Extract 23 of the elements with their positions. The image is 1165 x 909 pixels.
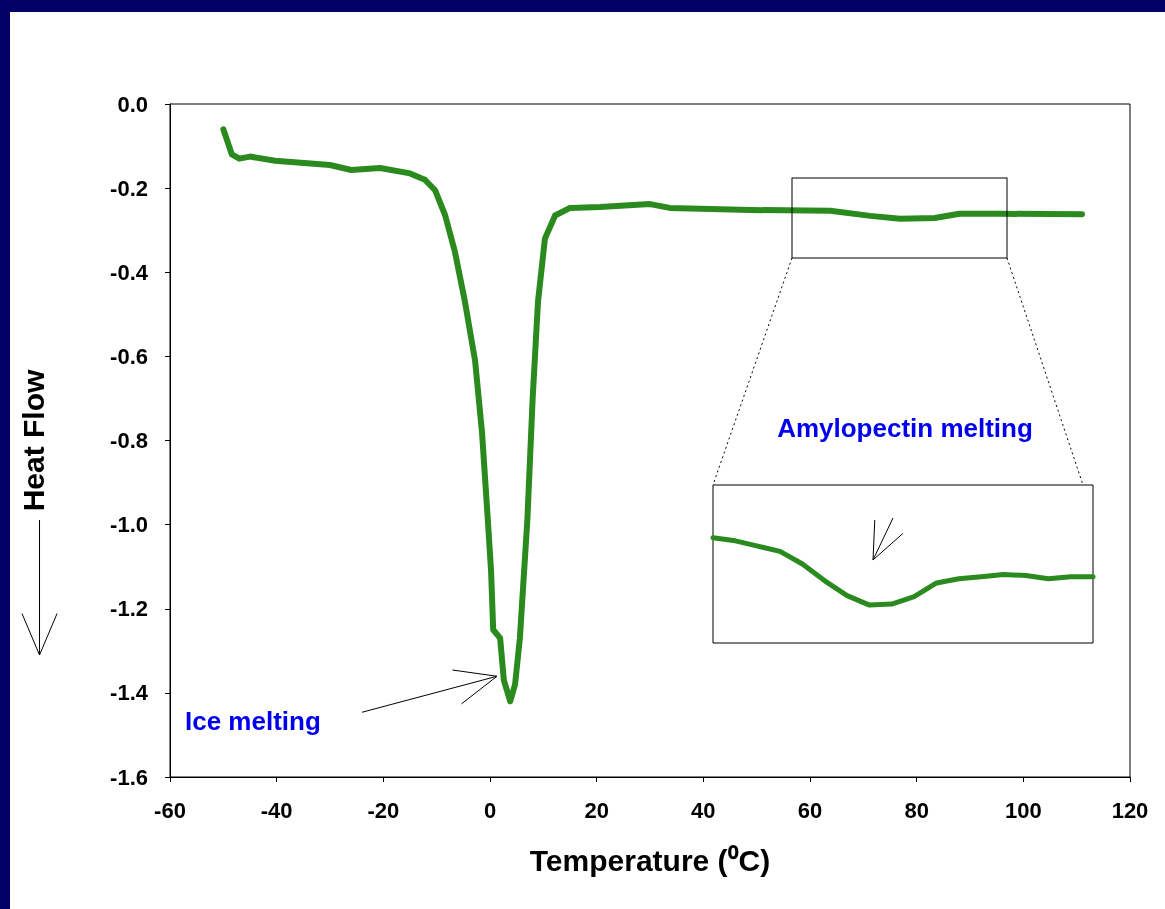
- y-tick-label: -0.4: [110, 259, 149, 285]
- y-tick-label: -0.2: [110, 175, 148, 201]
- x-tick-label: -60: [154, 797, 186, 823]
- x-tick-label: -20: [367, 797, 400, 823]
- y-tick-label: -1.6: [110, 764, 148, 790]
- x-tick-label: 0: [483, 797, 497, 823]
- y-tick-label: -1.4: [110, 680, 149, 706]
- x-tick-label: 20: [584, 797, 609, 823]
- annotation: Amylopectin melting: [777, 413, 1033, 443]
- x-tick-label: 100: [1004, 797, 1042, 823]
- y-tick-label: -1.2: [110, 596, 148, 622]
- x-tick-label: -40: [260, 797, 293, 823]
- y-tick-label: 0.0: [117, 91, 148, 117]
- x-tick-label: 80: [904, 797, 929, 823]
- y-axis-title: Heat Flow: [16, 369, 50, 512]
- y-tick-label: -0.8: [110, 428, 148, 453]
- y-tick-label: -0.6: [110, 343, 148, 369]
- x-tick-label: 60: [797, 797, 823, 823]
- x-tick-label: 120: [1111, 797, 1149, 823]
- x-tick-label: 40: [691, 797, 716, 823]
- annotation: Ice melting: [185, 706, 321, 736]
- y-tick-label: -1.0: [110, 512, 148, 538]
- x-axis-title: Temperature (⁰C): [529, 843, 771, 877]
